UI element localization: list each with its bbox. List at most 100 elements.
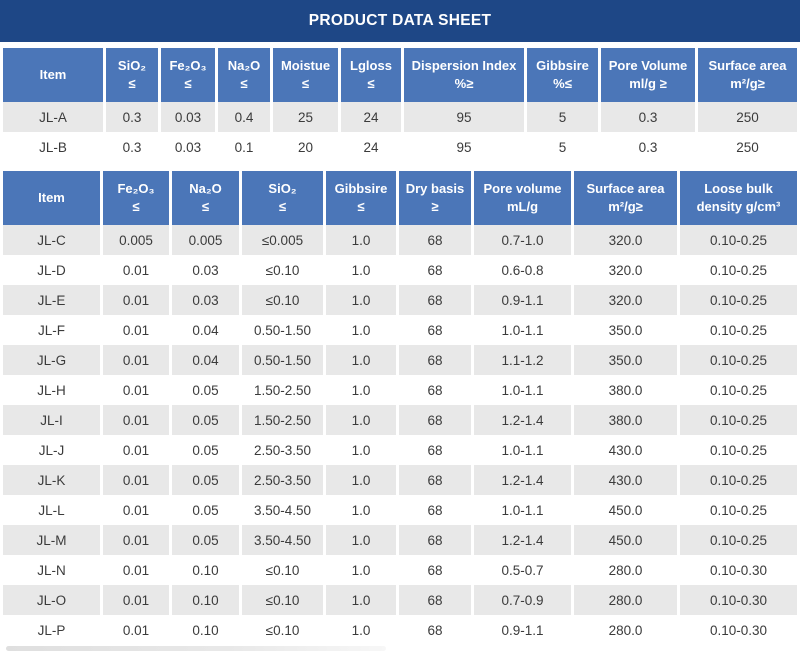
value-cell: 450.0 (574, 495, 677, 525)
value-cell: 320.0 (574, 225, 677, 255)
column-header-unit: ≤ (240, 76, 248, 91)
value-cell: 0.10-0.30 (680, 615, 797, 645)
column-header: Fe₂O₃ ≤ (103, 171, 169, 225)
value-cell: ≤0.10 (242, 615, 323, 645)
column-header: Na₂O ≤ (172, 171, 239, 225)
value-cell: 24 (341, 102, 401, 132)
column-header-name: Dispersion Index (411, 58, 517, 74)
value-cell: 250 (698, 132, 797, 162)
value-cell: 0.01 (103, 525, 169, 555)
item-cell: JL-C (3, 225, 100, 255)
value-cell: 0.10-0.25 (680, 375, 797, 405)
value-cell: 0.04 (172, 315, 239, 345)
value-cell: 0.6-0.8 (474, 255, 571, 285)
item-cell: JL-J (3, 435, 100, 465)
value-cell: 3.50-4.50 (242, 495, 323, 525)
value-cell: 0.01 (103, 255, 169, 285)
column-header: Dry basis ≥ (399, 171, 471, 225)
item-cell: JL-N (3, 555, 100, 585)
column-header-name: Dry basis (405, 181, 465, 197)
item-cell: JL-B (3, 132, 103, 162)
value-cell: 68 (399, 555, 471, 585)
value-cell: 0.01 (103, 315, 169, 345)
value-cell: 25 (273, 102, 338, 132)
value-cell: 68 (399, 315, 471, 345)
value-cell: 0.05 (172, 525, 239, 555)
table-row: JL-G 0.01 0.04 0.50-1.50 1.0 68 1.1-1.2 … (3, 345, 797, 375)
column-header-unit: ≤ (132, 199, 140, 214)
value-cell: 1.0 (326, 435, 396, 465)
bottom-edge-artifact (6, 646, 386, 651)
value-cell: 350.0 (574, 345, 677, 375)
value-cell: 1.2-1.4 (474, 465, 571, 495)
value-cell: 430.0 (574, 435, 677, 465)
value-cell: 0.4 (218, 102, 270, 132)
column-header-unit: m²/g≥ (608, 199, 643, 214)
column-header-unit: %≥ (454, 76, 474, 91)
value-cell: 1.0-1.1 (474, 495, 571, 525)
value-cell: 0.05 (172, 435, 239, 465)
value-cell: 0.005 (172, 225, 239, 255)
value-cell: 0.05 (172, 375, 239, 405)
value-cell: 0.3 (106, 132, 158, 162)
column-header: Gibbsire %≤ (527, 48, 598, 102)
value-cell: 0.01 (103, 435, 169, 465)
value-cell: 0.01 (103, 345, 169, 375)
value-cell: 0.10-0.25 (680, 405, 797, 435)
value-cell: 0.01 (103, 285, 169, 315)
value-cell: 1.0-1.1 (474, 315, 571, 345)
column-header-name: Na₂O (189, 181, 222, 197)
column-header-name: Gibbsire (334, 181, 388, 197)
item-cell: JL-A (3, 102, 103, 132)
value-cell: 0.05 (172, 495, 239, 525)
value-cell: 1.50-2.50 (242, 375, 323, 405)
value-cell: 0.03 (161, 102, 215, 132)
value-cell: 0.10-0.25 (680, 315, 797, 345)
value-cell: 280.0 (574, 585, 677, 615)
value-cell: 1.1-1.2 (474, 345, 571, 375)
value-cell: ≤0.10 (242, 285, 323, 315)
column-header-name: Fe₂O₃ (169, 58, 207, 74)
value-cell: 68 (399, 405, 471, 435)
value-cell: 320.0 (574, 255, 677, 285)
value-cell: 1.2-1.4 (474, 405, 571, 435)
value-cell: 0.10-0.25 (680, 525, 797, 555)
value-cell: 68 (399, 435, 471, 465)
table2-header-row: Item Fe₂O₃ ≤ Na₂O ≤ SiO₂ (3, 171, 797, 225)
value-cell: 250 (698, 102, 797, 132)
value-cell: 0.01 (103, 585, 169, 615)
value-cell: 1.0 (326, 555, 396, 585)
value-cell: 0.50-1.50 (242, 345, 323, 375)
item-cell: JL-E (3, 285, 100, 315)
page-title: PRODUCT DATA SHEET (308, 12, 492, 29)
table-row: JL-E 0.01 0.03 ≤0.10 1.0 68 0.9-1.1 320.… (3, 285, 797, 315)
table-row: JL-H 0.01 0.05 1.50-2.50 1.0 68 1.0-1.1 … (3, 375, 797, 405)
column-header-name: Surface area (586, 181, 665, 197)
column-header: SiO₂ ≤ (106, 48, 158, 102)
value-cell: 0.01 (103, 375, 169, 405)
value-cell: 68 (399, 585, 471, 615)
value-cell: 95 (404, 102, 524, 132)
value-cell: ≤0.10 (242, 255, 323, 285)
table-row: JL-A 0.3 0.03 0.4 25 24 95 5 0.3 250 (3, 102, 797, 132)
column-header-name: SiO₂ (268, 181, 297, 197)
column-header-unit: ml/g ≥ (629, 76, 667, 91)
value-cell: 68 (399, 375, 471, 405)
table-row: JL-M 0.01 0.05 3.50-4.50 1.0 68 1.2-1.4 … (3, 525, 797, 555)
column-header-unit: ≤ (367, 76, 375, 91)
value-cell: 1.0 (326, 465, 396, 495)
value-cell: 68 (399, 495, 471, 525)
spec-table-2: Item Fe₂O₃ ≤ Na₂O ≤ SiO₂ (0, 171, 800, 645)
value-cell: 0.10-0.30 (680, 555, 797, 585)
value-cell: 2.50-3.50 (242, 465, 323, 495)
value-cell: 0.005 (103, 225, 169, 255)
value-cell: 1.0 (326, 495, 396, 525)
value-cell: 1.0 (326, 345, 396, 375)
value-cell: 0.10 (172, 585, 239, 615)
value-cell: 0.01 (103, 465, 169, 495)
spec-table-1: Item SiO₂ ≤ Fe₂O₃ ≤ Na₂O (0, 48, 800, 162)
column-header-name: Loose bulk (704, 181, 773, 197)
table-row: JL-O 0.01 0.10 ≤0.10 1.0 68 0.7-0.9 280.… (3, 585, 797, 615)
value-cell: 0.10-0.25 (680, 255, 797, 285)
column-header-name: Surface area (708, 58, 787, 74)
